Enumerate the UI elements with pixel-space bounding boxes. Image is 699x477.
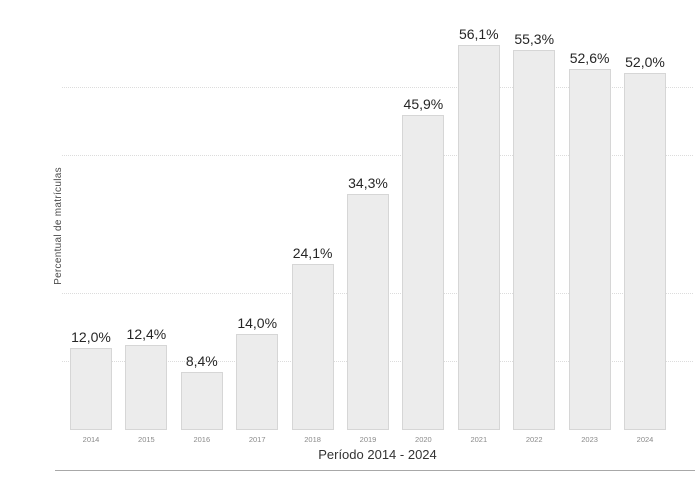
x-axis-title: Período 2014 - 2024 — [318, 447, 437, 462]
x-tick-label: 2023 — [581, 435, 598, 444]
x-tick-label: 2014 — [82, 435, 100, 444]
bar-value-label: 8,4% — [185, 353, 218, 370]
bar-2019 — [347, 194, 389, 430]
bar-2018 — [291, 264, 334, 430]
gridline-40pct — [62, 155, 693, 157]
bar-value-label: 12,0% — [71, 328, 111, 345]
bar-2016 — [180, 372, 223, 430]
bar-value-label: 12,4% — [126, 325, 167, 342]
bar-2014 — [70, 347, 112, 430]
x-tick-label: 2015 — [138, 435, 155, 444]
bar-value-label: 55,3% — [514, 31, 555, 48]
bar-2015 — [125, 344, 168, 430]
bar-value-label: 45,9% — [403, 95, 444, 112]
plot-area: 12,0% 2014 12,4% 2015 8,4% 2016 14,0% 2017 24,1%… — [62, 0, 693, 444]
bar-value-label: 52,6% — [569, 49, 610, 66]
bar-2023 — [568, 68, 611, 430]
bar-2017 — [236, 333, 279, 430]
bar-value-label: 14,0% — [237, 314, 278, 331]
bar-value-label: 56,1% — [458, 25, 499, 42]
bar-2022 — [513, 50, 556, 430]
bar-2020 — [402, 114, 445, 430]
bar-value-label: 24,1% — [292, 245, 333, 262]
bar-2021 — [457, 44, 500, 430]
x-tick-label: 2019 — [359, 435, 377, 444]
x-tick-label: 2022 — [525, 435, 543, 444]
x-tick-label: 2017 — [248, 435, 266, 444]
x-tick-label: 2024 — [636, 435, 654, 444]
x-tick-label: 2016 — [193, 435, 211, 444]
x-tick-label: 2020 — [415, 435, 432, 444]
x-tick-label: 2018 — [304, 435, 321, 444]
bar-value-label: 34,3% — [348, 175, 388, 192]
bar-value-label: 52,0% — [625, 53, 665, 70]
x-tick-label: 2021 — [470, 435, 488, 444]
gridline-50pct — [62, 86, 693, 88]
bottom-divider — [55, 470, 695, 471]
bar-2024 — [624, 72, 666, 430]
